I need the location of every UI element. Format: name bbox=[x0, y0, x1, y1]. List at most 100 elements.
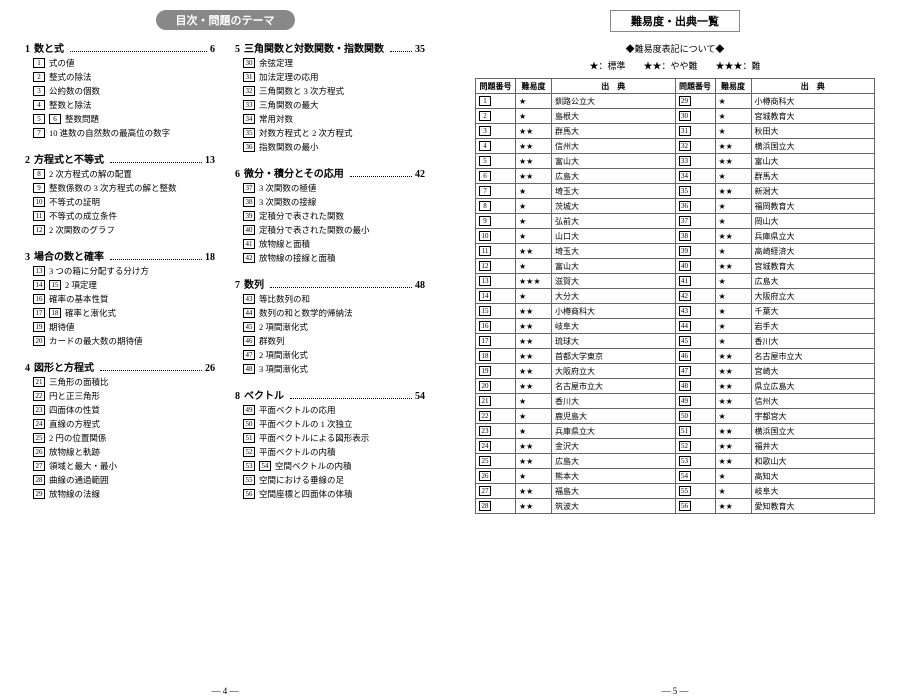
cell-num: 1 bbox=[476, 94, 516, 109]
table-row: 16★★岐阜大44★岩手大 bbox=[476, 319, 875, 334]
table-row: 27★★福島大55★岐阜大 bbox=[476, 484, 875, 499]
cell-src: 弘前大 bbox=[552, 214, 676, 229]
cell-num: 43 bbox=[675, 304, 715, 319]
cell-diff: ★ bbox=[715, 484, 751, 499]
item-text: 不等式の証明 bbox=[49, 196, 100, 208]
cell-diff: ★★ bbox=[715, 424, 751, 439]
item-text: 空間における垂線の足 bbox=[259, 474, 344, 486]
item-text: 公約数の個数 bbox=[49, 85, 100, 97]
cell-src: 福井大 bbox=[751, 439, 875, 454]
cell-num: 45 bbox=[675, 334, 715, 349]
cell-num: 19 bbox=[476, 364, 516, 379]
cell-src: 兵庫県立大 bbox=[751, 229, 875, 244]
item-text: 余弦定理 bbox=[259, 57, 293, 69]
item-num-box: 30 bbox=[243, 58, 255, 68]
toc-item: 9整数係数の 3 次方程式の解と整数 bbox=[33, 182, 215, 194]
cell-diff: ★★ bbox=[516, 364, 552, 379]
item-num-box: 20 bbox=[33, 336, 45, 346]
item-text: 2 円の位置関係 bbox=[49, 432, 106, 444]
toc-item: 27領域と最大・最小 bbox=[33, 460, 215, 472]
num-box: 51 bbox=[679, 426, 691, 436]
cell-diff: ★ bbox=[715, 289, 751, 304]
item-text: 数列の和と数学的帰納法 bbox=[259, 307, 353, 319]
item-num-box: 2 bbox=[33, 72, 45, 82]
toc-item: 16確率の基本性質 bbox=[33, 293, 215, 305]
num-box: 41 bbox=[679, 276, 691, 286]
cell-src: 和歌山大 bbox=[751, 454, 875, 469]
cell-num: 34 bbox=[675, 169, 715, 184]
cell-src: 高崎経済大 bbox=[751, 244, 875, 259]
item-text: 整数問題 bbox=[65, 113, 99, 125]
cell-num: 40 bbox=[675, 259, 715, 274]
dots bbox=[100, 364, 202, 371]
table-row: 10★山口大38★★兵庫県立大 bbox=[476, 229, 875, 244]
num-box: 11 bbox=[479, 246, 491, 256]
item-text: 直線の方程式 bbox=[49, 418, 100, 430]
table-row: 1★釧路公立大29★小樽商科大 bbox=[476, 94, 875, 109]
item-text: 2 次関数のグラフ bbox=[49, 224, 115, 236]
item-num-box: 18 bbox=[49, 308, 61, 318]
chapter-page: 18 bbox=[205, 252, 215, 263]
page-left: 目次・問題のテーマ 1数と式61式の値2整式の除法3公約数の個数4整数と除法56… bbox=[0, 0, 450, 700]
toc-item: 28曲線の通過範囲 bbox=[33, 474, 215, 486]
item-num-box: 7 bbox=[33, 128, 45, 138]
cell-num: 54 bbox=[675, 469, 715, 484]
num-box: 49 bbox=[679, 396, 691, 406]
item-num-box: 6 bbox=[49, 114, 61, 124]
item-text: 不等式の成立条件 bbox=[49, 210, 117, 222]
toc-item: 52平面ベクトルの内積 bbox=[243, 446, 425, 458]
cell-diff: ★ bbox=[516, 184, 552, 199]
dots bbox=[110, 253, 202, 260]
item-text: 放物線の接線と面積 bbox=[259, 252, 336, 264]
cell-src: 宇都宮大 bbox=[751, 409, 875, 424]
table-row: 5★★富山大33★★富山大 bbox=[476, 154, 875, 169]
cell-num: 52 bbox=[675, 439, 715, 454]
item-num-box: 3 bbox=[33, 86, 45, 96]
toc-item: 4整数と除法 bbox=[33, 99, 215, 111]
toc-item: 20 カードの最大数の期待値 bbox=[33, 335, 215, 347]
cell-num: 26 bbox=[476, 469, 516, 484]
num-box: 31 bbox=[679, 126, 691, 136]
chapter-title: 8ベクトル54 bbox=[235, 387, 425, 402]
num-box: 37 bbox=[679, 216, 691, 226]
num-box: 55 bbox=[679, 486, 691, 496]
item-num-box: 48 bbox=[243, 364, 255, 374]
chapter-num: 1 bbox=[25, 44, 30, 55]
cell-diff: ★★ bbox=[715, 349, 751, 364]
cell-num: 18 bbox=[476, 349, 516, 364]
item-text: カードの最大数の期待値 bbox=[49, 335, 143, 347]
cell-src: 兵庫県立大 bbox=[552, 424, 676, 439]
num-box: 50 bbox=[679, 411, 691, 421]
item-text: 指数関数の最小 bbox=[259, 141, 319, 153]
cell-diff: ★ bbox=[516, 469, 552, 484]
num-box: 28 bbox=[479, 501, 491, 511]
cell-num: 55 bbox=[675, 484, 715, 499]
cell-src: 小樽商科大 bbox=[552, 304, 676, 319]
chapter-page: 26 bbox=[205, 363, 215, 374]
table-row: 21★香川大49★★信州大 bbox=[476, 394, 875, 409]
toc-item: 36指数関数の最小 bbox=[243, 141, 425, 153]
item-num-box: 46 bbox=[243, 336, 255, 346]
cell-diff: ★★ bbox=[715, 154, 751, 169]
cell-diff: ★ bbox=[516, 259, 552, 274]
toc-item: 452 項間漸化式 bbox=[243, 321, 425, 333]
cell-diff: ★ bbox=[516, 424, 552, 439]
toc-item: 19期待値 bbox=[33, 321, 215, 333]
item-text: 曲線の通過範囲 bbox=[49, 474, 109, 486]
toc-item: 30 余弦定理 bbox=[243, 57, 425, 69]
item-text: 確率の基本性質 bbox=[49, 293, 109, 305]
cell-src: 信州大 bbox=[751, 394, 875, 409]
chapter-title: 6微分・積分とその応用42 bbox=[235, 165, 425, 180]
item-text: 放物線と面積 bbox=[259, 238, 310, 250]
item-text: 10 進数の自然数の最高位の数字 bbox=[49, 127, 170, 139]
cell-src: 釧路公立大 bbox=[552, 94, 676, 109]
cell-src: 大阪府立大 bbox=[751, 289, 875, 304]
cell-src: 香川大 bbox=[552, 394, 676, 409]
cell-num: 8 bbox=[476, 199, 516, 214]
cell-diff: ★★ bbox=[516, 154, 552, 169]
cell-src: 埼玉大 bbox=[552, 184, 676, 199]
cell-diff: ★★ bbox=[715, 499, 751, 514]
difficulty-table: 問題番号 難易度 出 典 問題番号 難易度 出 典 1★釧路公立大29★小樽商科… bbox=[475, 78, 875, 514]
cell-diff: ★ bbox=[516, 229, 552, 244]
table-row: 8★茨城大36★福岡教育大 bbox=[476, 199, 875, 214]
